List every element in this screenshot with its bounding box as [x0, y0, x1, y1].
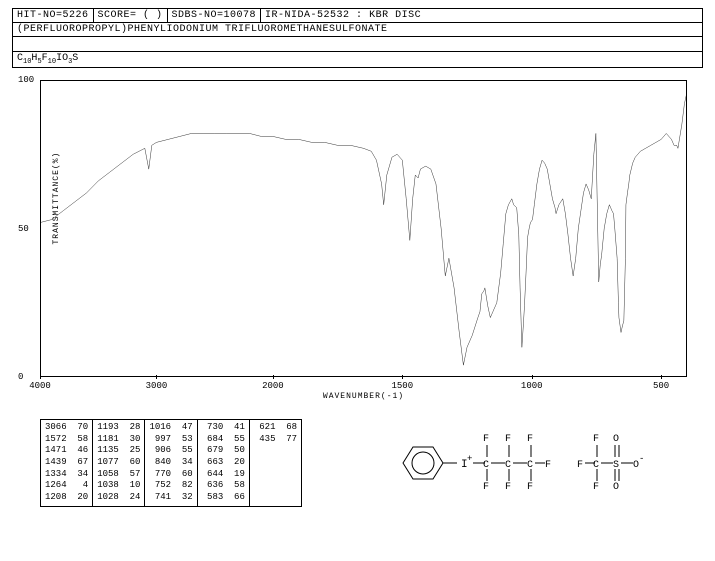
svg-text:F: F	[527, 482, 533, 493]
peak-row: 1572 58	[45, 434, 88, 446]
peak-row: 1439 67	[45, 457, 88, 469]
spectrum-chart: TRANSMITTANCE(%) WAVENUMBER(-1) 40003000…	[40, 72, 687, 407]
peak-row: 1028 24	[97, 492, 140, 504]
spacer	[12, 37, 703, 51]
peak-row: 684 55	[202, 434, 245, 446]
peak-row: 770 60	[149, 469, 192, 481]
peak-row: 435 77	[254, 434, 297, 446]
formula-io: IO	[56, 53, 68, 64]
x-tick-label: 1000	[521, 381, 543, 391]
y-tick-label: 0	[18, 372, 23, 382]
svg-text:F: F	[593, 482, 599, 493]
svg-text:F: F	[483, 434, 489, 445]
svg-text:F: F	[577, 460, 583, 471]
peak-row: 1038 10	[97, 480, 140, 492]
peak-column: 1016 47 997 53 906 55 840 34 770 60 752 …	[145, 420, 197, 506]
peak-row: 621 68	[254, 422, 297, 434]
peak-row: 1181 30	[97, 434, 140, 446]
peak-row: 1264 4	[45, 480, 88, 492]
svg-text:F: F	[593, 434, 599, 445]
svg-text:S: S	[613, 460, 619, 471]
peak-row: 663 20	[202, 457, 245, 469]
svg-text:+: +	[467, 454, 472, 464]
ir-nida: IR-NIDA-52532 : KBR DISC	[261, 9, 702, 22]
peak-row: 644 19	[202, 469, 245, 481]
x-tick-label: 1500	[392, 381, 414, 391]
peak-row: 1193 28	[97, 422, 140, 434]
formula-s: S	[72, 53, 78, 64]
svg-text:F: F	[545, 460, 551, 471]
structure-svg: I + FF C FF C FF C F F FF	[385, 423, 645, 503]
score: SCORE= ( )	[94, 9, 168, 22]
peak-row: 1334 34	[45, 469, 88, 481]
peak-column: 621 68 435 77	[250, 420, 301, 506]
peak-row: 730 41	[202, 422, 245, 434]
chemical-structure: I + FF C FF C FF C F F FF	[326, 419, 703, 507]
peak-row: 1058 57	[97, 469, 140, 481]
spectrum-line	[40, 80, 687, 377]
x-tick-label: 500	[653, 381, 669, 391]
peak-row: 906 55	[149, 445, 192, 457]
peak-row: 752 82	[149, 480, 192, 492]
x-axis-label: WAVENUMBER(-1)	[323, 392, 404, 401]
x-tick-label: 2000	[262, 381, 284, 391]
peak-row: 1471 46	[45, 445, 88, 457]
hit-no: HIT-NO=5226	[13, 9, 94, 22]
svg-text:C: C	[505, 460, 511, 471]
svg-text:C: C	[483, 460, 489, 471]
y-tick-label: 50	[18, 224, 29, 234]
peak-row: 583 66	[202, 492, 245, 504]
molecular-formula: C10H5F10IO3S	[12, 51, 703, 68]
svg-text:F: F	[505, 434, 511, 445]
peak-row: 3066 70	[45, 422, 88, 434]
peak-row: 1135 25	[97, 445, 140, 457]
sdbs-no: SDBS-NO=10078	[168, 9, 262, 22]
svg-text:C: C	[527, 460, 533, 471]
svg-text:C: C	[593, 460, 599, 471]
header-row: HIT-NO=5226 SCORE= ( ) SDBS-NO=10078 IR-…	[12, 8, 703, 23]
svg-text:F: F	[505, 482, 511, 493]
peak-row: 679 50	[202, 445, 245, 457]
x-tick-label: 4000	[29, 381, 51, 391]
peak-row: 741 32	[149, 492, 192, 504]
peak-row: 1208 20	[45, 492, 88, 504]
svg-text:F: F	[483, 482, 489, 493]
svg-text:O: O	[613, 434, 619, 445]
peak-table: 3066 701572 581471 461439 671334 341264 …	[40, 419, 302, 507]
peak-column: 1193 281181 301135 251077 601058 571038 …	[93, 420, 145, 506]
peak-column: 3066 701572 581471 461439 671334 341264 …	[41, 420, 93, 506]
peak-row: 1016 47	[149, 422, 192, 434]
compound-name: (PERFLUOROPROPYL)PHENYLIODONIUM TRIFLUOR…	[12, 23, 703, 37]
svg-text:F: F	[527, 434, 533, 445]
peak-column: 730 41 684 55 679 50 663 20 644 19 636 5…	[198, 420, 250, 506]
peak-row: 997 53	[149, 434, 192, 446]
formula-sub: 10	[48, 58, 56, 66]
x-tick-label: 3000	[146, 381, 168, 391]
svg-text:O: O	[613, 482, 619, 493]
peak-row: 840 34	[149, 457, 192, 469]
svg-text:-: -	[639, 454, 644, 464]
peak-row: 1077 60	[97, 457, 140, 469]
bottom-section: 3066 701572 581471 461439 671334 341264 …	[40, 419, 703, 507]
y-tick-label: 100	[18, 75, 34, 85]
peak-row: 636 58	[202, 480, 245, 492]
